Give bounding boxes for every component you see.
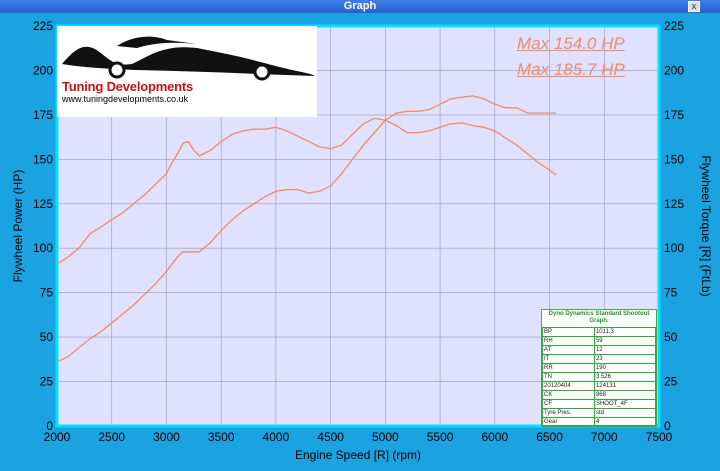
x-tick-label: 6000 [481,430,508,444]
x-tick-label: 4000 [263,430,290,444]
max-power-label: Max 154.0 HP [517,34,625,53]
info-row: TN 3.526 [542,372,657,382]
info-value: 12 [593,345,657,355]
y2-tick-label: 100 [664,241,684,255]
x-tick-label: 4500 [317,430,344,444]
info-row: RR 190 [542,363,657,373]
logo-panel: Tuning Developments www.tuningdevelopmen… [57,26,317,117]
info-row: CF SHOOT_4F [542,399,657,409]
max-torque-label: Max 185.7 HP [517,60,625,79]
window-titlebar: Graph x [0,0,720,13]
info-value: 3.526 [593,372,657,382]
logo-brand: Tuning Developments [62,79,194,94]
window-title: Graph [343,0,377,12]
y2-tick-label: 175 [664,108,684,122]
info-row: CK 868 [542,390,657,400]
y2-tick-label: 150 [664,152,684,166]
info-row: Tyre Pres. std [542,408,657,418]
info-value: 59 [593,336,657,346]
y-tick-label: 100 [33,241,53,255]
x-tick-label: 2000 [44,430,71,444]
logo-url: www.tuningdevelopments.co.uk [62,94,189,104]
info-key: IT [542,354,595,364]
info-row: BP 1011.3 [542,327,657,337]
info-value: 190 [593,363,657,373]
info-key: Gear [542,417,595,427]
info-table: BP 1011.3 RH 59 AT 12 IT 23 RR 190 TN 3.526 20120404… [542,327,657,427]
y2-tick-label: 125 [664,197,684,211]
y2-axis-label: Flywheel Torque [R] (FtLb) [699,155,713,296]
info-value: std [593,408,657,418]
x-tick-label: 5000 [372,430,399,444]
dyno-info-box: Dyno Dynamics Standard Shootout Graph. B… [541,309,657,427]
x-tick-label: 3500 [208,430,235,444]
info-key: RR [542,363,595,373]
y2-tick-label: 0 [664,419,671,433]
close-icon[interactable]: x [688,1,700,12]
y2-tick-label: 225 [664,19,684,33]
info-value: 868 [593,390,657,400]
y2-tick-label: 75 [664,286,678,300]
y2-tick-label: 200 [664,63,684,77]
plot-frame [55,24,661,428]
y-tick-label: 125 [33,197,53,211]
info-row: Gear 4 [542,417,657,427]
y2-tick-label: 50 [664,330,678,344]
info-row: AT 12 [542,345,657,355]
x-tick-label: 7000 [591,430,618,444]
torque-curve [56,95,557,363]
info-row: IT 23 [542,354,657,364]
x-axis-label: Engine Speed [R] (rpm) [295,448,421,462]
info-key: RH [542,336,595,346]
y-tick-label: 0 [46,419,53,433]
info-row: 20120404 124131 [542,381,657,391]
info-key: AT [542,345,595,355]
power-curve [56,117,557,265]
car-silhouette-icon [62,36,315,81]
y-axis-label: Flywheel Power (HP) [11,170,25,283]
y-tick-label: 150 [33,152,53,166]
info-value: 124131 [593,381,657,391]
info-value: 4 [593,417,657,427]
x-tick-label: 6500 [536,430,563,444]
info-key: 20120404 [542,381,595,391]
y-tick-label: 200 [33,63,53,77]
info-key: BP [542,327,595,337]
info-key: CK [542,390,595,400]
x-tick-label: 3000 [153,430,180,444]
info-row: RH 59 [542,336,657,346]
x-tick-label: 7500 [646,430,673,444]
info-value: 23 [593,354,657,364]
y-tick-label: 175 [33,108,53,122]
y-tick-label: 75 [40,286,54,300]
x-tick-label: 5500 [427,430,454,444]
y-tick-label: 25 [40,375,54,389]
info-box-title: Dyno Dynamics Standard Shootout Graph. [548,311,650,324]
info-key: Tyre Pres. [542,408,595,418]
y-tick-label: 50 [40,330,54,344]
info-value: SHOOT_4F [593,399,657,409]
info-key: CF [542,399,595,409]
y-tick-label: 225 [33,19,53,33]
info-value: 1011.3 [593,327,657,337]
y2-tick-label: 25 [664,375,678,389]
info-key: TN [542,372,595,382]
x-tick-label: 2500 [98,430,125,444]
